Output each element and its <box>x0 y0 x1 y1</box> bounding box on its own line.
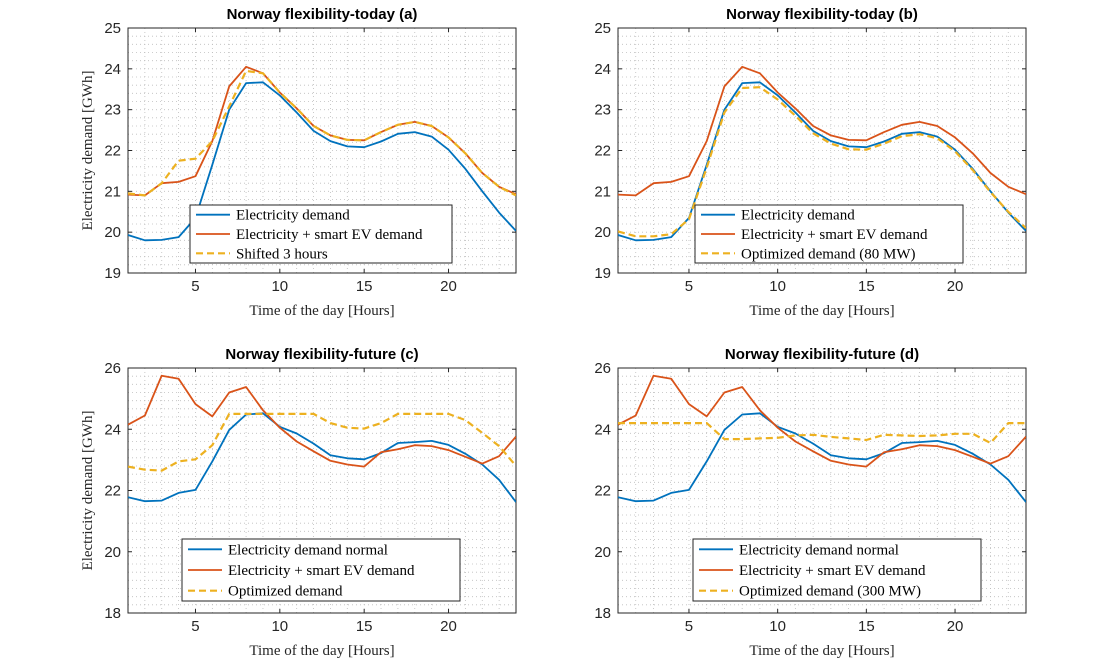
series-line-3 <box>128 412 516 472</box>
legend-label: Electricity demand normal <box>739 542 899 558</box>
legend-box <box>694 204 964 264</box>
series-line-3 <box>618 86 1026 238</box>
chart-panel-4: 5 10 15 20 18 20 22 24 26 Norway flexibility-futu… <box>594 346 1027 659</box>
y-tick-label: 26 <box>104 360 121 377</box>
series-line-2 <box>128 374 516 468</box>
y-tick-label: 22 <box>594 143 611 160</box>
legend-label: Electricity + smart EV demand <box>228 563 415 579</box>
legend: Electricity demand normal Electricity + s… <box>181 538 461 602</box>
y-tick-label: 24 <box>104 421 121 438</box>
x-axis-label: Time of the day [Hours] <box>249 643 394 659</box>
y-tick-label: 18 <box>594 605 611 622</box>
x-tick-label: 15 <box>858 618 875 635</box>
x-axis-label: Time of the day [Hours] <box>749 303 894 319</box>
x-tick-label: 20 <box>947 278 964 295</box>
legend-box <box>189 204 453 264</box>
y-tick-label: 22 <box>104 143 121 160</box>
series-line-1 <box>128 412 516 503</box>
series-line-3 <box>128 69 516 197</box>
x-tick-label: 5 <box>191 618 199 635</box>
chart-title: Norway flexibility-today (a) <box>227 6 418 23</box>
y-tick-label: 22 <box>104 483 121 500</box>
x-tick-label: 20 <box>947 618 964 635</box>
x-tick-label: 5 <box>685 278 693 295</box>
series-line-1 <box>618 412 1026 503</box>
y-tick-label: 21 <box>594 183 611 200</box>
x-tick-label: 15 <box>858 278 875 295</box>
x-tick-label: 20 <box>440 278 457 295</box>
y-tick-label: 21 <box>104 183 121 200</box>
x-tick-label: 10 <box>769 278 786 295</box>
y-tick-label: 20 <box>104 544 121 561</box>
y-tick-label: 24 <box>594 61 611 78</box>
x-tick-label: 10 <box>271 618 288 635</box>
y-tick-label: 24 <box>594 421 611 438</box>
chart-title: Norway flexibility-future (c) <box>225 346 418 363</box>
y-tick-label: 19 <box>104 265 121 282</box>
y-tick-label: 19 <box>594 265 611 282</box>
x-tick-label: 5 <box>685 618 693 635</box>
x-axis-label: Time of the day [Hours] <box>249 303 394 319</box>
series-line-2 <box>618 65 1026 197</box>
legend-label: Electricity demand <box>741 208 855 224</box>
legend: Electricity demand normal Electricity + s… <box>692 538 982 602</box>
x-tick-label: 20 <box>440 618 457 635</box>
x-tick-label: 15 <box>356 618 373 635</box>
legend-label: Optimized demand (80 MW) <box>741 246 916 262</box>
legend-label: Optimized demand <box>228 584 343 600</box>
y-axis-label: Electricity demand [GWh] <box>80 411 96 571</box>
legend: Electricity demand Electricity + smart EV… <box>189 204 453 264</box>
legend-label: Shifted 3 hours <box>236 246 328 262</box>
x-axis-label: Time of the day [Hours] <box>749 643 894 659</box>
series-line-2 <box>618 374 1026 468</box>
series-line-3 <box>618 422 1026 445</box>
chart-panel-2: 5 10 15 20 19 20 21 22 23 24 25 Norway flexibility-… <box>594 6 1027 319</box>
chart-panel-1: 5 10 15 20 19 20 21 22 23 24 25 Norway flexibility-… <box>80 6 517 319</box>
y-tick-label: 23 <box>594 102 611 119</box>
y-tick-label: 20 <box>594 544 611 561</box>
y-tick-label: 25 <box>594 20 611 37</box>
y-tick-label: 20 <box>594 224 611 241</box>
x-tick-label: 10 <box>271 278 288 295</box>
x-tick-label: 10 <box>769 618 786 635</box>
chart-panel-3: 5 10 15 20 18 20 22 24 26 Norway flexibility-futu… <box>80 346 517 659</box>
legend: Electricity demand Electricity + smart EV… <box>694 204 964 264</box>
y-tick-label: 25 <box>104 20 121 37</box>
series-line-2 <box>128 65 516 197</box>
y-tick-label: 20 <box>104 224 121 241</box>
legend-box <box>692 538 982 602</box>
chart-title: Norway flexibility-today (b) <box>726 6 918 23</box>
y-tick-label: 23 <box>104 102 121 119</box>
y-tick-label: 18 <box>104 605 121 622</box>
legend-label: Optimized demand (300 MW) <box>739 584 921 600</box>
y-axis-label: Electricity demand [GWh] <box>80 71 96 231</box>
legend-label: Electricity demand <box>236 208 350 224</box>
y-tick-label: 24 <box>104 61 121 78</box>
y-tick-label: 22 <box>594 483 611 500</box>
chart-title: Norway flexibility-future (d) <box>725 346 919 363</box>
legend-label: Electricity + smart EV demand <box>739 563 926 579</box>
x-tick-label: 15 <box>356 278 373 295</box>
x-tick-label: 5 <box>191 278 199 295</box>
legend-label: Electricity + smart EV demand <box>741 227 928 243</box>
legend-label: Electricity demand normal <box>228 542 388 558</box>
legend-label: Electricity + smart EV demand <box>236 227 423 243</box>
y-tick-label: 26 <box>594 360 611 377</box>
legend-box <box>181 538 461 602</box>
